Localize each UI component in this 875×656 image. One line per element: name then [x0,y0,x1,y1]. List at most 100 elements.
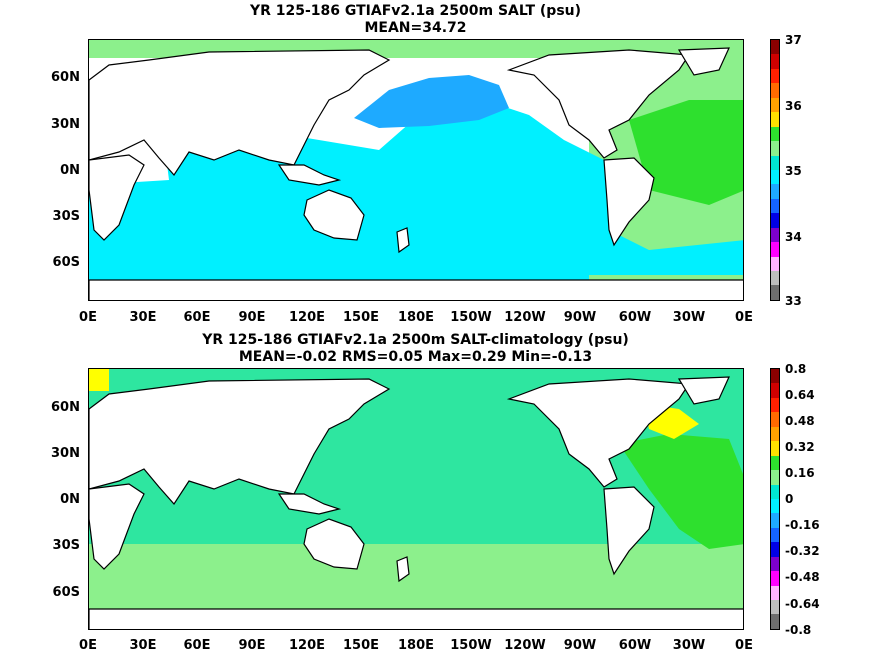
chart2-ytick: 30S [52,538,80,553]
colorbar-swatch [771,585,779,600]
chart2-colorbar-label: 0 [785,492,794,506]
chart2-xtick: 60W [618,638,652,653]
chart2-land-eurasia [89,378,391,505]
chart2-land-south-america [603,486,655,576]
colorbar-swatch [771,271,779,286]
chart2-colorbar-label: -0.8 [785,623,812,637]
chart1-colorbar-label: 36 [785,99,802,113]
chart2-colorbar [770,368,780,630]
chart1-xtick: 0E [79,310,97,325]
chart1-xtick: 180E [397,310,435,325]
chart1-colorbar [770,39,780,301]
chart1-colorbar-label: 33 [785,294,802,308]
colorbar-swatch [771,542,779,557]
chart2-title: YR 125-186 GTIAFv2.1a 2500m SALT-climato… [202,332,629,348]
chart2-xtick: 120E [288,638,326,653]
chart1-xtick: 90E [238,310,266,325]
colorbar-swatch [771,184,779,199]
chart1-land-north-america [506,49,691,159]
colorbar-swatch [771,556,779,572]
chart1-xtick: 0E [735,310,753,325]
colorbar-swatch [771,484,779,499]
chart1-xtick: 90W [563,310,597,325]
chart1-xtick: 30E [129,310,157,325]
chart1-xtick: 150E [342,310,380,325]
chart1-ytick: 30N [51,117,80,132]
colorbar-swatch [771,242,779,257]
colorbar-swatch [771,97,779,113]
chart2-region-arctic [89,369,109,391]
chart2-land [89,376,743,629]
colorbar-swatch [771,614,779,629]
chart1-ytick: 60N [51,70,80,85]
colorbar-swatch [771,169,779,185]
chart1-land-antarctica [89,279,743,300]
colorbar-swatch [771,369,779,384]
chart1-xtick: 120W [504,310,546,325]
chart1-region-north-atlantic [629,100,743,205]
chart2-land-australia [303,518,365,570]
chart2-ytick: 30N [51,446,80,461]
chart2-colorbar-label: -0.64 [785,597,820,611]
colorbar-swatch [771,198,779,214]
chart2-xtick: 30E [129,638,157,653]
chart2-xtick: 0E [79,638,97,653]
chart2-xtick: 60E [183,638,211,653]
chart1-land-africa [89,154,145,241]
colorbar-swatch [771,527,779,543]
colorbar-swatch [771,513,779,528]
chart1-ytick: 30S [52,209,80,224]
chart2-region-north-atlantic [619,434,743,549]
colorbar-swatch [771,83,779,98]
chart1-land-nz [396,227,410,254]
chart2-map [88,368,744,630]
chart2-xtick: 30W [672,638,706,653]
chart2-xtick: 90E [238,638,266,653]
chart2-land-africa [89,483,145,570]
chart2-colorbar-label: 0.16 [785,466,815,480]
chart1-xtick: 30W [672,310,706,325]
colorbar-swatch [771,441,779,456]
chart1-xtick: 120E [288,310,326,325]
chart2-xtick: 150W [450,638,492,653]
colorbar-swatch [771,213,779,228]
chart2-xtick: 180E [397,638,435,653]
chart2-colorbar-label: 0.8 [785,362,807,376]
chart2-subtitle: MEAN=-0.02 RMS=0.05 Max=0.29 Min=-0.13 [238,349,593,365]
chart2-ytick: 0N [60,492,80,507]
chart2-xtick: 0E [735,638,753,653]
chart1-subtitle: MEAN=34.72 [364,20,467,36]
chart2-ytick: 60N [51,400,80,415]
colorbar-swatch [771,470,779,485]
colorbar-swatch [771,112,779,127]
colorbar-swatch [771,126,779,142]
chart2-ytick: 60S [52,585,80,600]
colorbar-swatch [771,285,779,300]
colorbar-swatch [771,412,779,427]
chart2-xtick: 90W [563,638,597,653]
chart1-region-indo-pacific [89,95,743,275]
chart1-land-greenland [677,47,730,76]
colorbar-swatch [771,40,779,55]
colorbar-swatch [771,227,779,243]
chart2-land-antarctica [89,608,743,629]
chart1-ytick: 0N [60,163,80,178]
chart2-colorbar-label: 0.64 [785,388,815,402]
chart2-colorbar-label: 0.48 [785,414,815,428]
colorbar-swatch [771,155,779,170]
colorbar-swatch [771,426,779,442]
chart2-land-indonesia [277,493,342,515]
colorbar-swatch [771,141,779,156]
chart1-colorbar-label: 34 [785,230,802,244]
chart2-colorbar-label: -0.16 [785,518,820,532]
chart1-land-eurasia [89,49,391,176]
chart1-land-south-america [603,157,655,247]
chart2-land-north-america [506,378,691,488]
colorbar-swatch [771,600,779,615]
colorbar-swatch [771,498,779,514]
chart2-colorbar-label: 0.32 [785,440,815,454]
chart2-land-nz [396,556,410,583]
chart1-xtick: 60W [618,310,652,325]
chart1-map [88,39,744,301]
colorbar-swatch [771,397,779,413]
